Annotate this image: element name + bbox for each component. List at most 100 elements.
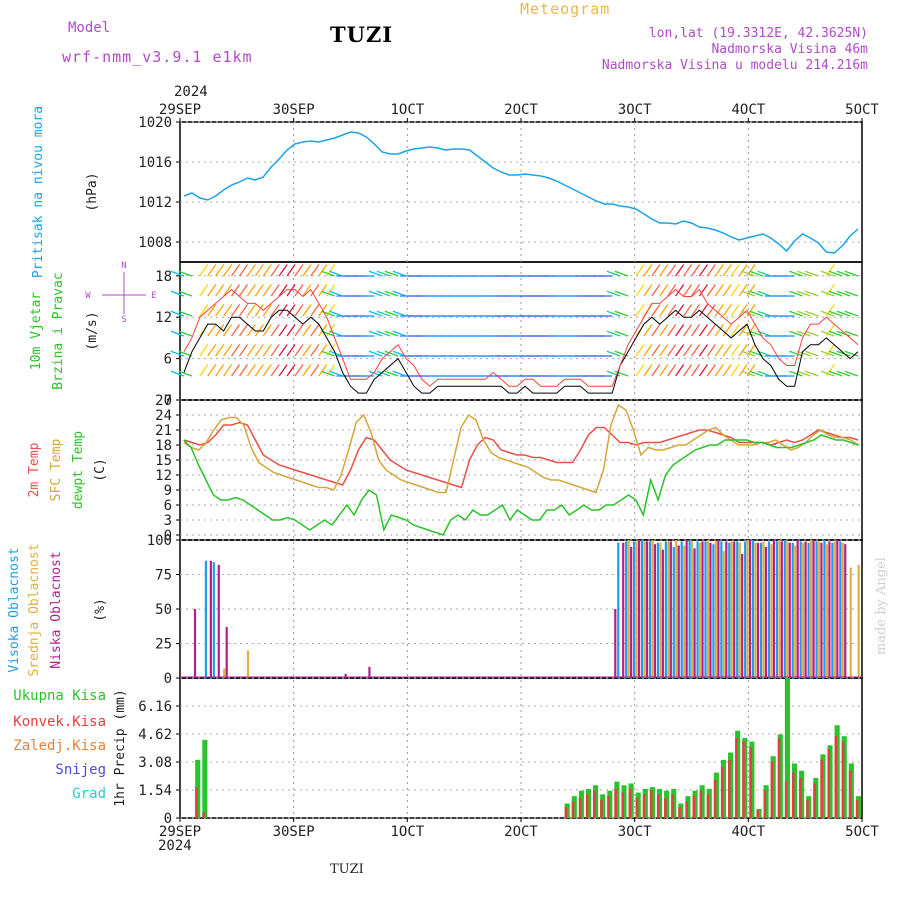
wind-arrow [606, 350, 621, 357]
cloud-mid-bar [746, 540, 749, 678]
wind-arrow [368, 370, 383, 377]
wind-arrow [254, 304, 264, 317]
wind-arrow [659, 324, 669, 337]
compass-s: S [121, 315, 126, 325]
wind-tick-label: 18 [155, 269, 172, 285]
cloud-low-bar [225, 626, 228, 678]
precip-conv-bar [678, 807, 681, 818]
cloud-low-bar [344, 673, 347, 678]
wind-arrow [368, 350, 383, 357]
wind-arrow [706, 284, 716, 297]
wind-arrow [820, 350, 835, 357]
wind-arrow [683, 324, 693, 337]
wind-arrow [170, 370, 185, 377]
wind-arrow [820, 330, 835, 337]
precip-conv-bar [195, 787, 198, 818]
wind-arrow [329, 290, 343, 297]
cloud-high-bar [204, 560, 207, 678]
wind-arrow [286, 264, 296, 277]
wind-arrow [238, 284, 249, 297]
wind-arrow [836, 270, 851, 277]
cloud-mid-bar [667, 541, 670, 678]
x-tick-label-bottom: 1OCT [390, 824, 424, 840]
cloud-mid-bar [762, 541, 765, 678]
x-tick-label-top: 30SEP [273, 102, 315, 118]
x-tick-label-top: 5OCT [845, 102, 879, 118]
cloud-mid-bar [691, 541, 694, 678]
wind-arrow [789, 310, 803, 317]
pressure-tick-label: 1016 [138, 155, 172, 171]
precip-conv-bar [728, 759, 731, 818]
cloud-high-bar [799, 541, 802, 678]
wind-arrow [606, 290, 621, 297]
wind-arrow [270, 264, 280, 277]
temp-tick-label: 0 [164, 528, 172, 544]
wind-arrow [302, 304, 312, 317]
wind-arrow [178, 370, 193, 377]
wind-arrow [667, 324, 677, 337]
wind-arrow [207, 284, 217, 297]
wind-arrow [310, 364, 320, 377]
wind-arrow [730, 264, 740, 277]
wind-arrow [836, 310, 851, 317]
wind-arrow [270, 284, 280, 297]
wind-arrow [199, 284, 209, 297]
precip-total-bar [784, 678, 790, 818]
wind-arrow [635, 364, 645, 377]
wind-arrow [262, 264, 272, 277]
temp-tick-label: 24 [155, 408, 172, 424]
precip-total-bar [628, 783, 634, 818]
cloud-low-bar [717, 540, 720, 678]
precip-tick-label: 0 [164, 811, 172, 827]
wind-arrow [805, 350, 819, 357]
wind-arrow [797, 270, 811, 277]
wind-arrow [614, 270, 629, 277]
precip-conv-bar [585, 794, 589, 818]
precip-total-bar [713, 772, 719, 818]
wind-arrow [741, 290, 756, 297]
wind-arrow [321, 370, 335, 377]
x-tick-label-top: 1OCT [390, 102, 424, 118]
x-tick-label-bottom: 5OCT [845, 824, 879, 840]
cloud-units-label: (%) [93, 598, 108, 621]
wind-arrow [836, 370, 851, 377]
wind-arrow [714, 264, 724, 277]
wind-arrow [635, 284, 645, 297]
pressure-side-label: Pritisak na nivou mora [31, 106, 46, 278]
wind-arrow [722, 284, 732, 297]
wind-arrow [828, 290, 843, 297]
cloud-low-bar [630, 546, 633, 678]
cloud-high-bar [680, 541, 683, 678]
wind-arrow [757, 270, 772, 277]
precip-conv-bar [813, 783, 816, 818]
wind-arrow [231, 344, 241, 357]
cloud-high-bar [720, 541, 723, 678]
wind-arrow [659, 364, 669, 377]
wind-arrow [246, 324, 256, 337]
wind-arrow [698, 304, 708, 317]
bottom-title: TUZI [330, 862, 364, 877]
precip-conv-bar [742, 741, 745, 818]
wind-arrow [384, 270, 399, 277]
cloud-high-bar [656, 542, 660, 678]
precip-conv-bar [642, 794, 646, 818]
cloud-mid-bar [770, 544, 773, 678]
wind-arrow [231, 324, 241, 337]
wind-arrow [738, 324, 748, 337]
wind-arrow [844, 350, 859, 357]
precip-conv-bar [656, 794, 660, 818]
precip-conv-bar [692, 796, 696, 818]
wind-arrow [606, 330, 621, 337]
cloud-mid-bar [223, 668, 226, 678]
wind-arrow [286, 324, 296, 337]
wind-arrow [286, 364, 296, 377]
precip-units-label: 1hr Precip (mm) [113, 689, 128, 806]
wind-arrow [178, 270, 193, 277]
wind-arrow [318, 344, 328, 357]
wind-arrow [384, 290, 399, 297]
wind-arrow [722, 324, 732, 337]
wind-arrow [223, 364, 233, 377]
precip-conv-bar [799, 778, 802, 818]
wind-arrow [667, 284, 677, 297]
wind-arrow [329, 370, 343, 377]
